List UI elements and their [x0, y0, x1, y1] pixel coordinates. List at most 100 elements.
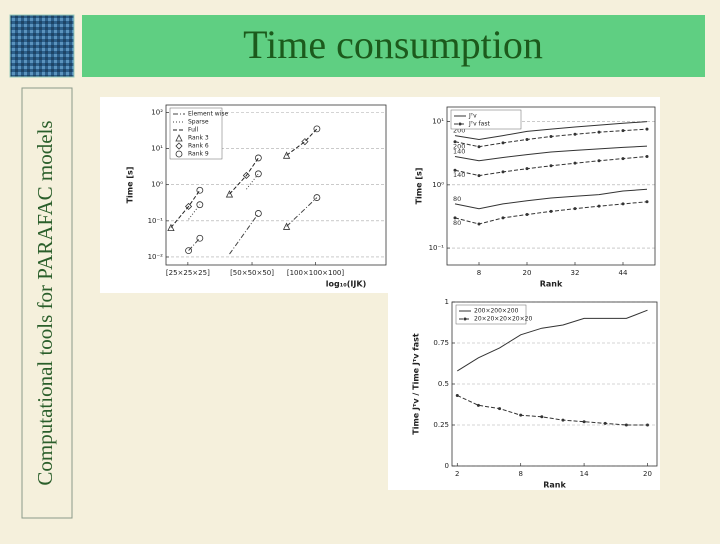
marker-dot: [597, 130, 601, 134]
y-tick-label: 10¹: [432, 118, 444, 126]
y-tick-label: 0: [445, 462, 449, 470]
series-line: [170, 128, 318, 228]
chart: 0 0.25 0.5 0.75 1 2 8 14 20 Rank Time Jᵀv / Time J…: [388, 293, 660, 490]
marker-circle: [185, 247, 192, 255]
y-tick-label: 0.5: [438, 380, 449, 388]
marker-dot: [645, 127, 649, 131]
marker-dot: [453, 168, 457, 172]
marker-dot: [549, 164, 553, 168]
series-line: [457, 395, 648, 426]
marker-dot: [455, 393, 459, 397]
y-tick-label: 10⁻¹: [429, 244, 445, 252]
x-axis-label: Rank: [543, 481, 566, 490]
marker-dot: [645, 155, 649, 159]
marker-dot: [624, 423, 628, 427]
marker-triangle: [167, 223, 175, 231]
marker-dot: [477, 145, 481, 149]
marker-dot: [525, 138, 529, 142]
marker-triangle: [175, 134, 183, 142]
series-line: [454, 188, 648, 210]
marker-dot: [645, 423, 649, 427]
x-axis-label: log₁₀(IJK): [326, 280, 366, 289]
marker-dot: [573, 132, 577, 136]
marker-circle: [196, 234, 204, 242]
marker-dot: [597, 204, 601, 208]
marker-dot: [621, 129, 625, 133]
curve-label: 140: [453, 148, 465, 156]
legend-label: Jᵀv: [468, 113, 477, 120]
legend-label: Sparse: [188, 119, 209, 126]
legend-box: [455, 304, 527, 325]
marker-dot: [549, 135, 553, 139]
x-tick-label: 8: [518, 470, 522, 478]
x-tick-label: 8: [477, 269, 481, 277]
marker-dot: [621, 157, 625, 161]
marker-dot: [561, 418, 565, 422]
marker-circle: [254, 210, 262, 217]
marker-dot: [501, 216, 505, 220]
marker-diamond: [242, 171, 250, 180]
chart-background: [100, 97, 390, 293]
series-line: [454, 121, 648, 141]
plot-frame: [451, 301, 658, 467]
y-axis-label: Time [s]: [415, 168, 424, 205]
marker-dot: [603, 421, 607, 425]
curve-label: 140: [453, 171, 465, 179]
marker-circle: [196, 201, 204, 209]
marker-circle: [313, 194, 321, 201]
side-box: [21, 87, 73, 519]
marker-dot: [525, 212, 529, 216]
series-line: [457, 309, 648, 372]
legend-label: Rank 3: [188, 135, 209, 142]
marker-dot: [540, 415, 544, 419]
marker-circle: [313, 125, 321, 133]
marker-triangle: [282, 222, 291, 230]
legend-label: Full: [188, 127, 199, 134]
marker-dot: [463, 317, 467, 321]
x-tick-label: 20: [643, 470, 652, 478]
marker-dot: [573, 207, 577, 211]
y-tick-label: 10⁰: [432, 181, 444, 189]
legend-label: Jᵀv fast: [468, 121, 490, 128]
marker-circle: [175, 150, 183, 158]
thumbnail: [9, 14, 75, 78]
y-axis-label: Time Jᵀv / Time Jᵀv fast: [412, 333, 421, 435]
marker-dot: [453, 140, 457, 144]
legend-label: 200×200×200: [474, 308, 519, 315]
x-tick-label: 2: [455, 470, 459, 478]
marker-dot: [597, 159, 601, 163]
marker-dot: [573, 161, 577, 165]
legend-label: Element wise: [188, 111, 228, 118]
chart: 10⁻² 10⁻¹ 10⁰ 10¹ 10² [25×25×25] [50×50×50] [10…: [100, 97, 390, 293]
marker-circle: [196, 186, 204, 194]
marker-dot: [501, 141, 505, 145]
title-box: [82, 15, 705, 77]
legend-label: Rank 6: [188, 143, 209, 150]
x-tick-label: [25×25×25]: [166, 269, 210, 277]
marker-dot: [477, 222, 481, 226]
y-tick-label: 0.25: [433, 421, 449, 429]
x-tick-label: [50×50×50]: [230, 269, 274, 277]
series-line: [454, 145, 648, 162]
marker-dot: [621, 202, 625, 206]
marker-triangle: [225, 190, 234, 198]
y-tick-label: 10²: [151, 108, 163, 116]
marker-diamond: [184, 202, 193, 211]
legend-box: [450, 109, 522, 130]
marker-circle: [254, 170, 262, 178]
marker-dot: [582, 420, 586, 424]
x-tick-label: [100×100×100]: [287, 269, 345, 277]
x-tick-label: 44: [619, 269, 628, 277]
plot-frame: [165, 104, 387, 266]
marker-dot: [501, 170, 505, 174]
plot-frame: [446, 106, 656, 266]
legend-label: Rank 9: [188, 151, 209, 158]
marker-diamond: [301, 138, 309, 146]
x-axis-label: Rank: [540, 280, 563, 289]
marker-dot: [519, 413, 523, 417]
marker-dot: [525, 167, 529, 171]
chart-background: [388, 97, 660, 293]
curve-label: 200: [453, 143, 465, 151]
marker-dot: [477, 174, 481, 178]
